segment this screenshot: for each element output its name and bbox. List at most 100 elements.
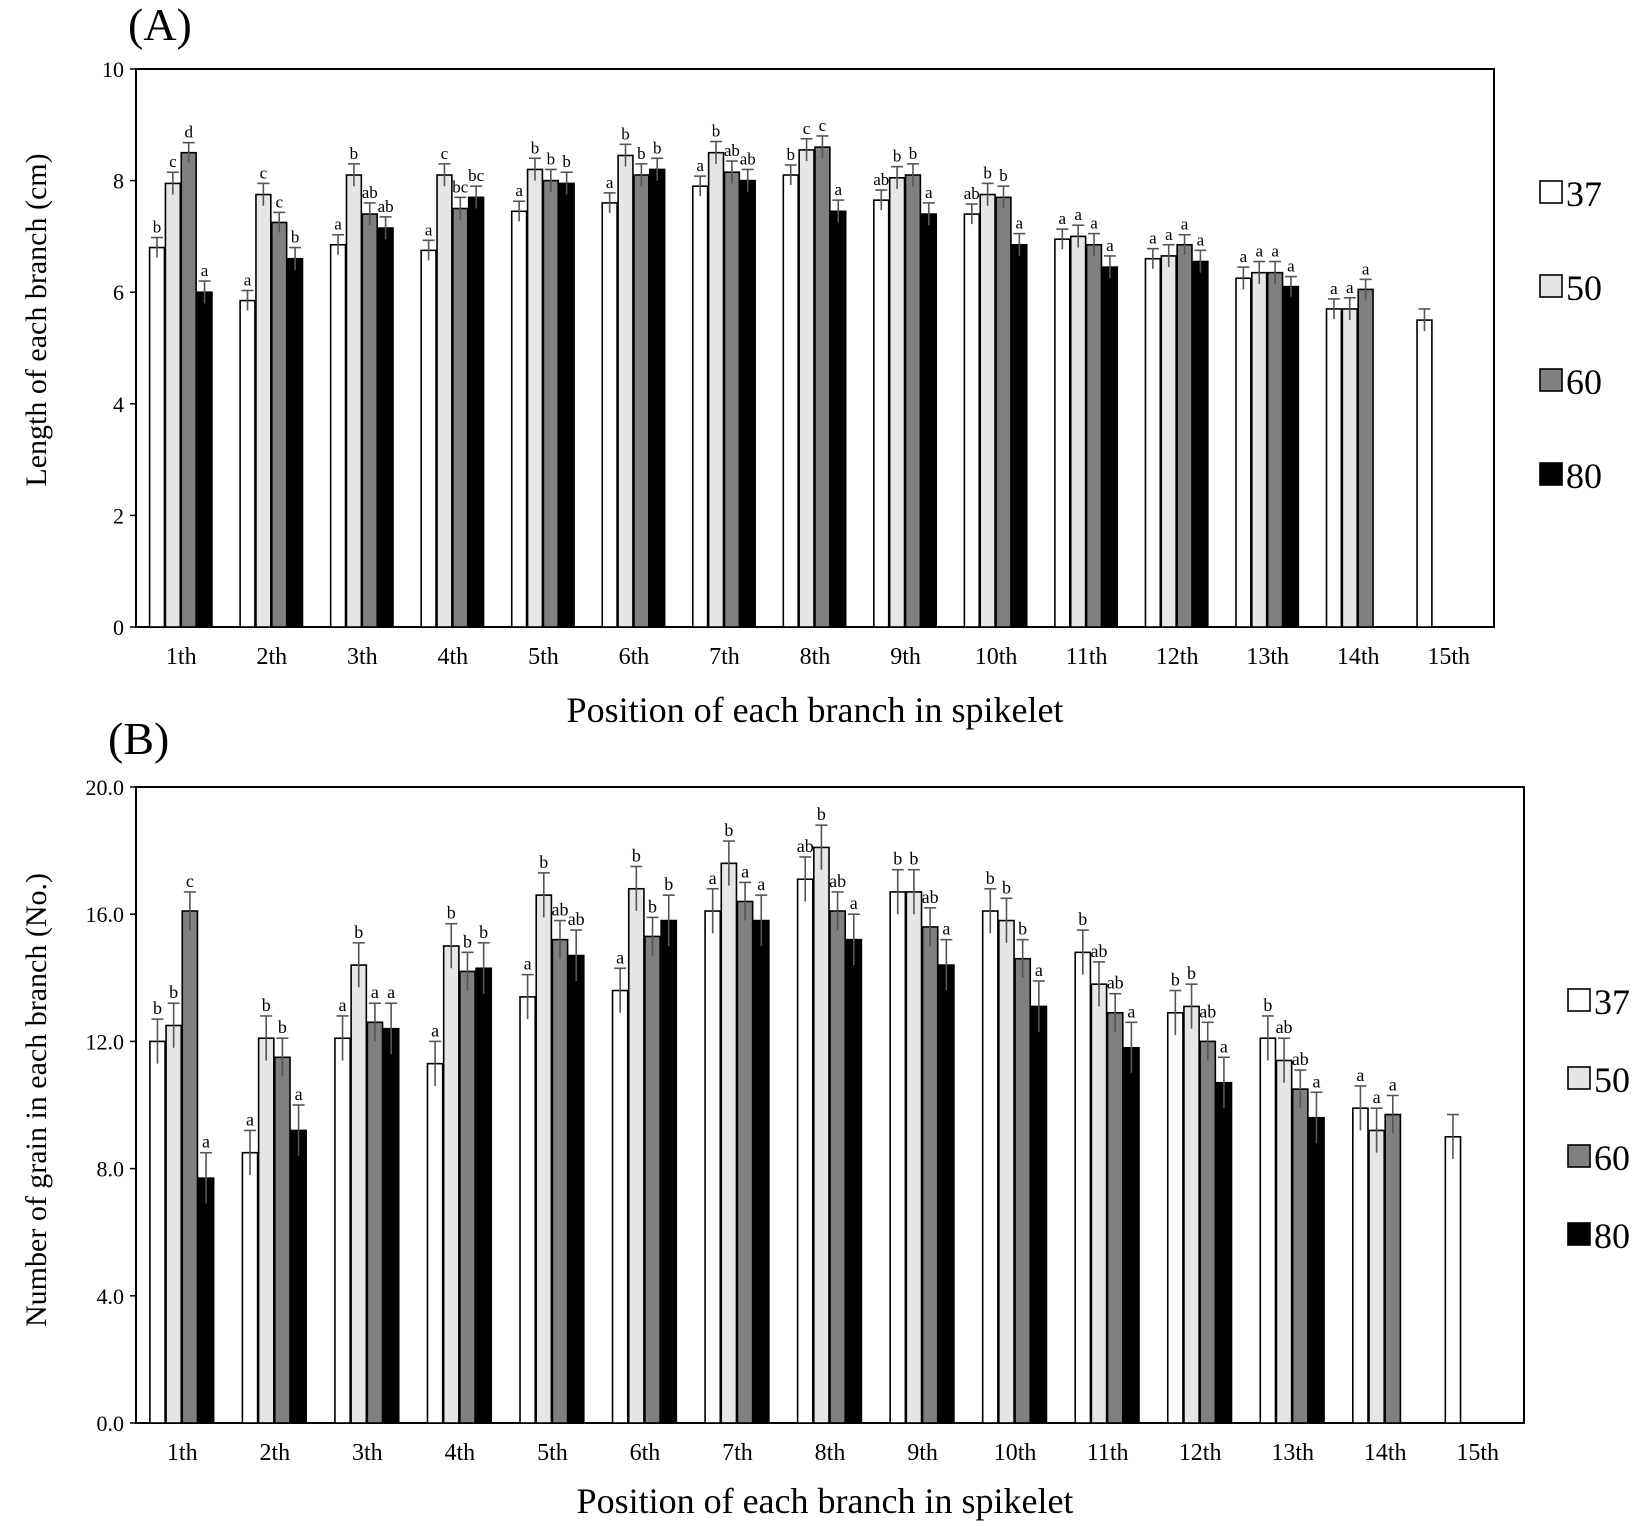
- significance-label: b: [786, 145, 795, 164]
- bar-50-10th: [998, 919, 1015, 1424]
- bar-60-5th: [551, 938, 569, 1424]
- significance-label: a: [201, 261, 209, 280]
- bar-80-6th: [648, 168, 666, 628]
- panel-b-legend: 37 50 60 80: [1567, 982, 1630, 1256]
- significance-label: ab: [378, 197, 394, 216]
- significance-label: a: [202, 1132, 210, 1152]
- bar-50-9th: [888, 177, 906, 628]
- bar-80-6th: [660, 919, 678, 1424]
- significance-label: a: [1090, 214, 1098, 233]
- significance-label: b: [169, 982, 178, 1002]
- significance-label: a: [425, 220, 433, 239]
- significance-label: a: [925, 183, 933, 202]
- significance-label: b: [1002, 877, 1011, 897]
- significance-label: ab: [1276, 1017, 1293, 1037]
- significance-label: b: [1018, 919, 1027, 939]
- y-tick-label: 16.0: [86, 902, 125, 927]
- x-tick-label: 5th: [537, 1440, 568, 1466]
- significance-label: b: [817, 804, 826, 824]
- panel-b-x-axis: 1th 2th 3th 4th 5th 6th 7th 8th 9th 10th 11th 12th 1…: [167, 1440, 1499, 1466]
- bar-50-9th: [905, 891, 923, 1424]
- x-tick-label: 1th: [166, 644, 197, 670]
- bar-60-12th: [1176, 243, 1193, 628]
- significance-label: b: [724, 820, 733, 840]
- bar-60-11th: [1085, 243, 1103, 628]
- bar-60-4th: [459, 970, 476, 1424]
- bar-80-9th: [937, 964, 955, 1424]
- bar-80-12th: [1192, 260, 1209, 628]
- bar-80-13th: [1282, 285, 1300, 628]
- bar-37-3th: [334, 1037, 351, 1424]
- significance-label: b: [1078, 909, 1087, 929]
- legend-swatch-37: [1539, 180, 1563, 204]
- x-tick-label: 11th: [1066, 644, 1108, 670]
- significance-label: a: [246, 1109, 254, 1129]
- bar-80-12th: [1215, 1081, 1233, 1424]
- significance-label: ab: [1292, 1049, 1309, 1069]
- bar-80-2th: [286, 257, 304, 628]
- significance-label: b: [621, 124, 630, 143]
- panel-a-label: (A): [128, 0, 192, 50]
- bar-50-7th: [720, 862, 738, 1424]
- bar-50-11th: [1069, 235, 1087, 628]
- bar-50-2th: [255, 193, 272, 628]
- y-tick-label: 20.0: [86, 775, 125, 800]
- legend-swatch-60: [1539, 368, 1563, 392]
- y-tick-label: 0.0: [97, 1411, 125, 1436]
- significance-label: b: [983, 163, 992, 182]
- bar-37-11th: [1074, 951, 1092, 1424]
- significance-label: a: [1149, 229, 1157, 248]
- significance-label: a: [1220, 1036, 1228, 1056]
- bar-60-1th: [181, 910, 199, 1424]
- bar-60-6th: [644, 935, 661, 1424]
- bar-50-3th: [345, 174, 363, 628]
- bar-50-3th: [350, 964, 368, 1424]
- significance-label: bc: [452, 177, 469, 196]
- legend-swatch-37: [1567, 988, 1591, 1012]
- significance-label: a: [709, 868, 717, 888]
- bar-60-14th: [1384, 1113, 1402, 1424]
- legend-label-50: 50: [1566, 268, 1602, 308]
- significance-label: ab: [362, 183, 378, 202]
- bar-80-7th: [752, 919, 770, 1424]
- bar-50-14th: [1341, 308, 1359, 628]
- x-tick-label: 9th: [907, 1440, 938, 1466]
- significance-label: a: [606, 173, 614, 192]
- significance-label: b: [1171, 970, 1180, 990]
- significance-label: a: [1312, 1071, 1320, 1091]
- significance-label: b: [278, 1017, 287, 1037]
- bar-60-10th: [1014, 957, 1032, 1424]
- bar-60-3th: [361, 213, 378, 628]
- significance-label: c: [819, 116, 827, 135]
- bar-80-5th: [567, 954, 585, 1424]
- bar-80-4th: [475, 967, 493, 1424]
- significance-label: a: [1389, 1074, 1397, 1094]
- significance-label: a: [431, 1020, 439, 1040]
- panel-a-y-axis: 0 2 4 6 8 10: [102, 57, 136, 640]
- x-tick-label: 8th: [815, 1440, 846, 1466]
- x-tick-label: 3th: [347, 644, 378, 670]
- significance-label: ab: [797, 836, 814, 856]
- bar-37-12th: [1166, 1011, 1184, 1424]
- significance-label: b: [531, 138, 540, 157]
- significance-label: a: [1127, 1001, 1135, 1021]
- significance-label: a: [1035, 960, 1043, 980]
- y-tick-label: 0: [113, 615, 124, 640]
- significance-label: b: [664, 874, 673, 894]
- significance-label: ab: [873, 170, 889, 189]
- significance-label: a: [1240, 247, 1248, 266]
- significance-label: c: [803, 119, 811, 138]
- panel-b-y-axis: 0.0 4.0 8.0 12.0 16.0 20.0: [86, 775, 136, 1436]
- significance-label: a: [1181, 215, 1189, 234]
- significance-label: a: [1330, 279, 1338, 298]
- significance-label: b: [547, 149, 556, 168]
- y-tick-label: 4: [113, 392, 124, 417]
- bar-80-8th: [845, 938, 863, 1424]
- bar-80-8th: [830, 210, 847, 628]
- significance-label: b: [1263, 995, 1272, 1015]
- bar-60-1th: [180, 151, 197, 628]
- bar-37-9th: [889, 891, 907, 1424]
- significance-label: b: [648, 896, 657, 916]
- panel-a-x-axis: 1th 2th 3th 4th 5th 6th 7th 8th 9th 10th 11th 12th 1…: [166, 644, 1470, 670]
- panel-b-y-axis-title: Number of grain in each branch (No.): [20, 873, 53, 1327]
